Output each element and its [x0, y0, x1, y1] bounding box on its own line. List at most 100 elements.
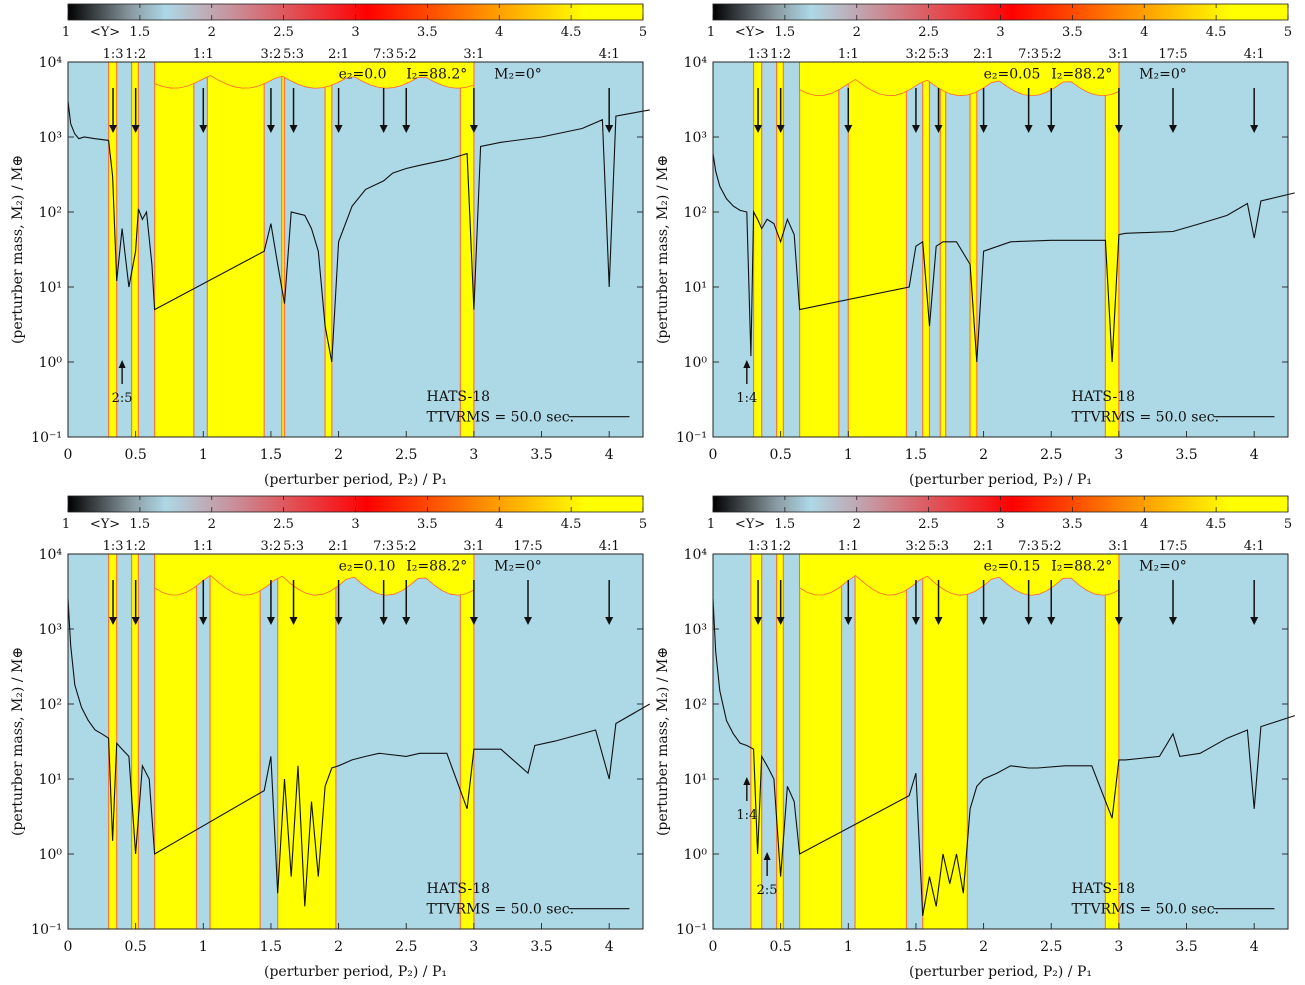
- y-tick-label: 10⁰: [684, 847, 708, 863]
- resonance-arrowhead: [289, 125, 298, 134]
- chaotic-band: [776, 554, 784, 929]
- chaotic-band: [460, 62, 474, 437]
- resonance-up-label: 2:5: [757, 883, 778, 898]
- resonance-up-label: 1:4: [736, 808, 757, 823]
- resonance-arrowhead: [1114, 617, 1123, 626]
- resonance-label: 3:2: [260, 539, 281, 554]
- resonance-label: 3:1: [1108, 539, 1129, 554]
- resonance-label: 1:3: [103, 539, 124, 554]
- colorbar-tick-label: 2.5: [918, 517, 939, 532]
- x-tick-label: 3: [469, 447, 478, 463]
- y-tick-label: 10⁴: [684, 55, 708, 71]
- chaotic-band: [922, 62, 930, 437]
- y-tick-label: 10¹: [684, 772, 707, 788]
- resonance-arrowhead: [754, 125, 763, 134]
- colorbar-tick-label: 3: [996, 25, 1004, 40]
- resonance-arrowhead: [266, 617, 275, 626]
- chaotic-band: [154, 554, 197, 929]
- chaotic-band: [154, 62, 194, 437]
- colorbar-tick-label: 2: [853, 25, 861, 40]
- colorbar-tick-label: 1: [707, 25, 715, 40]
- e2-annotation: e₂=0.10: [339, 559, 396, 575]
- x-tick-label: 0.5: [770, 447, 792, 463]
- y-tick-label: 10³: [684, 130, 707, 146]
- m2-annotation: M₂=0°: [1139, 559, 1187, 575]
- y-axis-label: (perturber mass, M₂) / M⊕: [10, 155, 26, 344]
- y-tick-label: 10⁻¹: [31, 922, 62, 938]
- chaotic-band: [325, 62, 332, 437]
- resonance-arrowhead: [911, 125, 920, 134]
- colorbar-tick-label: 4.5: [561, 517, 582, 532]
- resonance-label: 7:3: [1018, 539, 1039, 554]
- x-tick-label: 1: [199, 939, 208, 955]
- resonance-label: 5:3: [283, 539, 304, 554]
- x-tick-label: 2.5: [1040, 939, 1062, 955]
- y-tick-label: 10⁴: [39, 55, 63, 71]
- chaotic-cap: [799, 61, 1120, 97]
- resonance-label: 17:5: [513, 539, 542, 554]
- colorbar-tick-label: 4: [495, 25, 503, 40]
- x-tick-label: 3: [469, 939, 478, 955]
- resonance-arrowhead: [1250, 125, 1259, 134]
- chaotic-band: [281, 62, 285, 437]
- chaotic-band: [940, 62, 946, 437]
- x-tick-label: 2: [979, 939, 988, 955]
- resonance-label: 4:1: [1244, 47, 1265, 62]
- colorbar-tick-label: 3.5: [1062, 517, 1083, 532]
- resonance-label: 1:2: [770, 47, 791, 62]
- resonance-arrowhead: [402, 125, 411, 134]
- legend-ttv: TTVRMS = 50.0 sec.: [427, 902, 575, 918]
- chaotic-band: [855, 554, 907, 929]
- resonance-label: 4:1: [1244, 539, 1265, 554]
- resonance-label: 3:1: [463, 539, 484, 554]
- chaotic-band: [750, 554, 762, 929]
- x-tick-label: 4: [1250, 447, 1259, 463]
- resonance-arrowhead: [754, 617, 763, 626]
- colorbar-tick-label: 4.5: [561, 25, 582, 40]
- chaotic-band: [922, 554, 968, 929]
- y-tick-label: 10³: [684, 622, 707, 638]
- y-tick-label: 10⁻¹: [676, 922, 707, 938]
- colorbar-tick-label: 4: [1140, 25, 1148, 40]
- m2-annotation: M₂=0°: [1139, 67, 1187, 83]
- i2-annotation: I₂=88.2°: [406, 559, 467, 575]
- resonance-label: 1:2: [125, 539, 146, 554]
- y-tick-label: 10²: [684, 205, 707, 221]
- i2-annotation: I₂=88.2°: [406, 67, 467, 83]
- resonance-arrowhead: [131, 125, 140, 134]
- x-tick-label: 0: [709, 447, 718, 463]
- y-tick-label: 10⁰: [39, 847, 63, 863]
- chaotic-cap: [154, 61, 475, 89]
- resonance-label: 2:1: [973, 539, 994, 554]
- resonance-up-arrowhead: [743, 360, 751, 368]
- colorbar-tick-label: 1.5: [130, 517, 151, 532]
- resonance-arrowhead: [605, 125, 614, 134]
- y-tick-label: 10²: [684, 697, 707, 713]
- x-tick-label: 0.5: [125, 447, 147, 463]
- resonance-label: 1:1: [838, 539, 859, 554]
- resonance-label: 1:1: [193, 47, 214, 62]
- x-tick-label: 4: [605, 939, 614, 955]
- colorbar-label: <Y>: [90, 25, 120, 40]
- resonance-arrowhead: [776, 125, 785, 134]
- legend-ttv: TTVRMS = 50.0 sec.: [1072, 902, 1220, 918]
- resonance-arrowhead: [469, 617, 478, 626]
- resonance-label: 5:2: [1041, 539, 1062, 554]
- ttv-curve: [712, 599, 1295, 916]
- resonance-arrowhead: [131, 617, 140, 626]
- x-tick-label: 3: [1114, 447, 1123, 463]
- colorbar-tick-label: 3: [351, 517, 359, 532]
- chaotic-band: [210, 554, 261, 929]
- x-tick-label: 2: [334, 447, 343, 463]
- chart-panel-4: 1 1.5 2 2.5 3 3.5 4 4.5 5 <Y> 0 0.5 1 1.5 2 2.5 3 3.5 4 10⁻…: [655, 495, 1295, 980]
- x-tick-label: 1.5: [905, 447, 927, 463]
- colorbar-label: <Y>: [735, 25, 765, 40]
- resonance-arrowhead: [469, 125, 478, 134]
- colorbar-tick-label: 2.5: [918, 25, 939, 40]
- x-tick-label: 3.5: [530, 939, 552, 955]
- resonance-label: 17:5: [1158, 539, 1187, 554]
- resonance-label: 1:1: [838, 47, 859, 62]
- x-tick-label: 0.5: [125, 939, 147, 955]
- resonance-arrowhead: [934, 617, 943, 626]
